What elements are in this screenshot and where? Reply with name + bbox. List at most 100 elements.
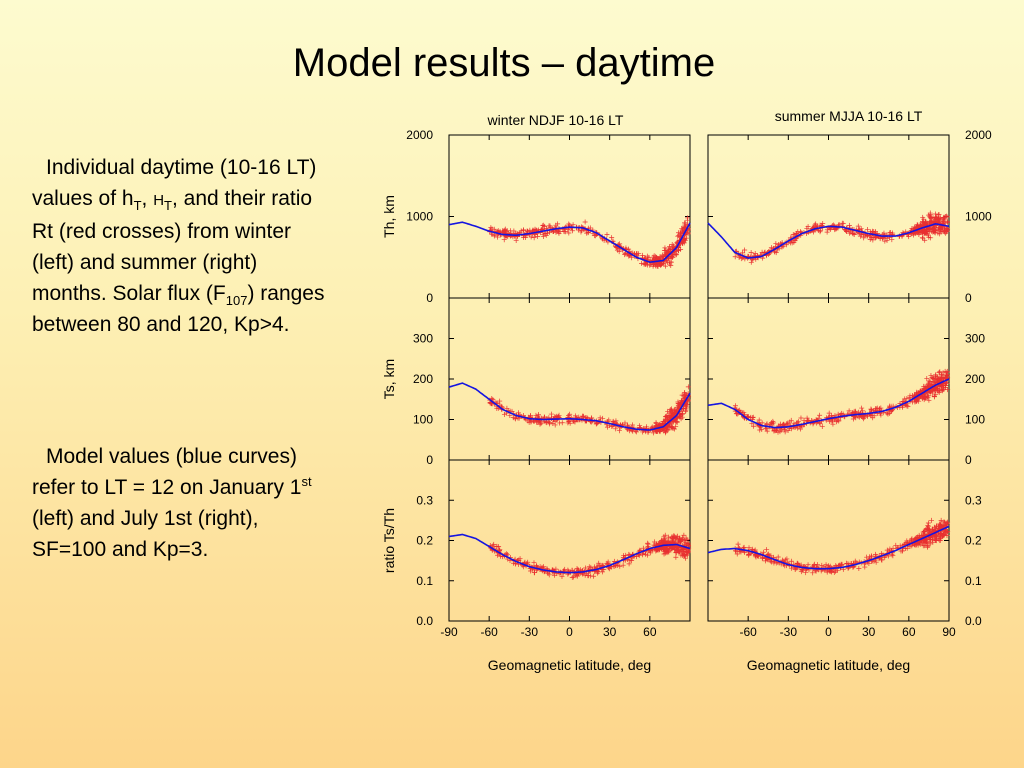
observed-cross — [491, 226, 497, 232]
observed-cross — [685, 217, 691, 223]
observed-cross — [933, 527, 939, 533]
observed-cross — [522, 235, 528, 241]
observed-cross — [545, 230, 551, 236]
y-tick-label: 2000 — [965, 128, 992, 142]
para1-sub-t2: T — [164, 198, 172, 214]
observed-cross — [936, 525, 942, 531]
observed-cross — [938, 524, 944, 530]
observed-cross — [528, 419, 534, 425]
observed-cross — [937, 375, 943, 381]
observed-cross — [928, 373, 934, 379]
observed-cross — [663, 417, 669, 423]
observed-cross — [846, 408, 852, 414]
observed-cross — [740, 250, 746, 256]
observed-cross — [898, 548, 904, 554]
observed-cross — [511, 228, 517, 234]
observed-cross — [870, 237, 876, 243]
observed-cross — [798, 569, 804, 575]
x-tick-label: -30 — [780, 625, 798, 639]
observed-cross — [920, 529, 926, 535]
y-tick-label: 0.1 — [416, 574, 433, 588]
observed-cross — [928, 517, 934, 523]
observed-cross — [546, 223, 552, 229]
observed-cross — [667, 421, 673, 427]
observed-cross — [890, 230, 896, 236]
observed-cross — [666, 547, 672, 553]
model-curve-winter-ts — [448, 382, 691, 431]
observed-cross — [556, 230, 562, 236]
observed-cross — [500, 228, 506, 234]
observed-cross — [512, 416, 518, 422]
observed-cross — [813, 221, 819, 227]
observed-cross — [566, 413, 572, 419]
para2-text-b: (left) and July 1st (right), SF=100 and … — [32, 507, 259, 561]
observed-cross — [594, 420, 600, 426]
observed-cross — [489, 395, 495, 401]
observed-cross — [641, 261, 647, 267]
observed-cross — [909, 225, 915, 231]
observed-cross — [683, 555, 689, 561]
observed-cross — [664, 550, 670, 556]
observed-cross — [836, 417, 842, 423]
observed-cross — [920, 235, 926, 241]
observed-cross — [669, 241, 675, 247]
observed-cross — [538, 420, 544, 426]
x-tick-label: 0 — [566, 625, 573, 639]
observed-cross — [930, 375, 936, 381]
observed-cross — [907, 538, 913, 544]
observed-cross — [746, 545, 752, 551]
observed-cross — [918, 388, 924, 394]
observed-cross — [857, 414, 863, 420]
para2-sup-st: st — [301, 474, 312, 489]
observed-cross — [851, 230, 857, 236]
y-tick-label: 0.3 — [416, 493, 433, 507]
observed-cross — [501, 411, 507, 417]
observed-cross — [677, 233, 683, 239]
observed-cross — [909, 543, 915, 549]
observed-cross — [677, 535, 683, 541]
observed-cross — [782, 427, 788, 433]
observed-cross — [634, 429, 640, 435]
observed-cross — [934, 377, 940, 383]
observed-cross — [926, 380, 932, 386]
observed-cross — [645, 541, 651, 547]
observed-cross — [673, 554, 679, 560]
observed-cross — [556, 412, 562, 418]
observed-cross — [513, 238, 519, 244]
observed-cross — [937, 226, 943, 232]
observed-cross — [678, 231, 684, 237]
observed-cross — [839, 561, 845, 567]
observed-cross — [913, 398, 919, 404]
observed-cross — [675, 547, 681, 553]
observed-cross — [933, 523, 939, 529]
observed-cross — [928, 235, 934, 241]
observed-cross — [816, 228, 822, 234]
observed-cross — [864, 233, 870, 239]
observed-cross — [925, 523, 931, 529]
observed-cross — [929, 534, 935, 540]
observed-cross — [513, 561, 519, 567]
observed-cross — [844, 560, 850, 566]
observed-cross — [782, 429, 788, 435]
observed-cross — [494, 543, 500, 549]
para1-text-b: , — [141, 187, 154, 210]
observed-cross — [504, 405, 510, 411]
observed-cross — [889, 552, 895, 558]
observed-cross — [670, 244, 676, 250]
model-curve-summer-ratio — [707, 525, 950, 570]
observed-cross — [933, 537, 939, 543]
observed-cross — [922, 219, 928, 225]
observed-cross — [942, 368, 948, 374]
observed-cross — [919, 235, 925, 241]
observed-cross — [905, 403, 911, 409]
observed-cross — [921, 386, 927, 392]
observed-cross — [922, 543, 928, 549]
observed-cross — [939, 372, 945, 378]
x-tick-label: 60 — [902, 625, 916, 639]
observed-cross — [626, 561, 632, 567]
observed-cross — [662, 532, 668, 538]
observed-cross — [917, 388, 923, 394]
observed-cross — [911, 392, 917, 398]
observed-cross — [518, 228, 524, 234]
